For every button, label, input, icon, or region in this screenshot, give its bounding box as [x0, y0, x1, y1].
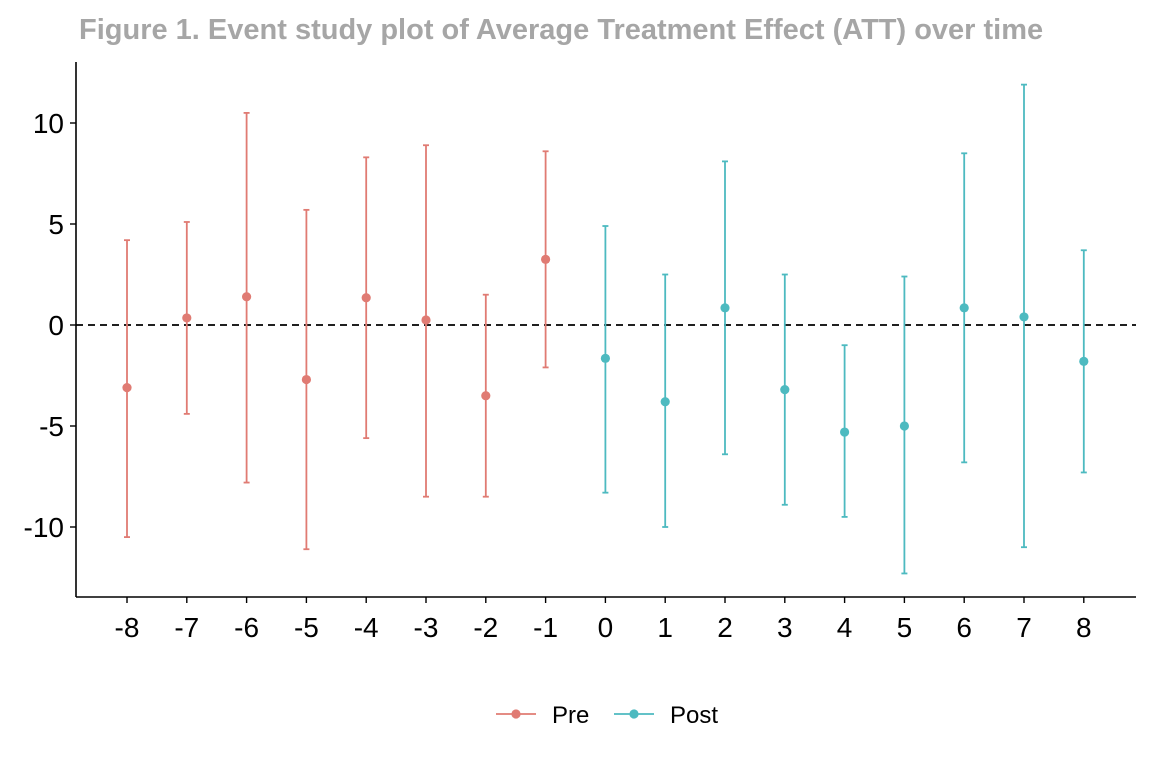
point-estimate [660, 397, 670, 407]
x-tick-label: 5 [897, 612, 913, 643]
point-estimate [421, 315, 431, 325]
errorbar-post-8 [1079, 249, 1089, 474]
x-tick-label: -8 [115, 612, 140, 643]
errorbar-pre--8 [122, 239, 132, 538]
chart-title: Figure 1. Event study plot of Average Tr… [79, 14, 1043, 46]
y-tick-label: 5 [48, 209, 64, 240]
point-estimate [481, 391, 491, 401]
errorbar-post-1 [660, 273, 670, 528]
point-estimate [780, 385, 790, 395]
x-tick-label: -6 [234, 612, 259, 643]
x-tick-label: -5 [294, 612, 319, 643]
point-estimate [600, 353, 611, 363]
errorbar-pre--1 [541, 150, 551, 369]
legend-label: Post [670, 702, 718, 729]
x-tick-label: -2 [473, 612, 498, 643]
errorbar-post-4 [840, 344, 850, 518]
legend-item-pre: Pre [496, 702, 589, 729]
x-tick-label: 7 [1016, 612, 1032, 643]
point-estimate [301, 374, 311, 385]
errorbar-pre--6 [242, 112, 252, 484]
y-tick-label: 10 [33, 108, 64, 139]
point-estimate [899, 421, 910, 431]
y-tick-label: -10 [24, 512, 64, 543]
point-estimate [122, 383, 132, 393]
x-tick-label: -1 [533, 612, 558, 643]
x-tick-label: 2 [717, 612, 733, 643]
legend-label: Pre [552, 702, 589, 729]
errorbar-pre--5 [301, 208, 311, 551]
point-estimate [541, 254, 551, 264]
errorbar-post-3 [780, 273, 790, 506]
point-estimate [242, 292, 252, 302]
y-tick-label: -5 [39, 411, 64, 442]
series-pre [122, 112, 551, 551]
errorbar-post-7 [1019, 83, 1029, 549]
x-tick-label: 8 [1076, 612, 1092, 643]
x-tick-label: 6 [956, 612, 972, 643]
errorbar-pre--2 [481, 293, 491, 498]
errorbar-pre--7 [182, 221, 192, 415]
legend-item-post: Post [614, 702, 718, 729]
x-tick-label: 1 [657, 612, 673, 643]
errorbar-post-0 [600, 225, 611, 494]
legend: Pre Post [496, 702, 718, 729]
errorbar-pre--3 [421, 144, 431, 498]
legend-marker [511, 709, 521, 719]
errorbar-pre--4 [361, 156, 371, 440]
x-tick-label: -4 [354, 612, 379, 643]
point-estimate [1079, 356, 1089, 366]
x-tick-label: 0 [598, 612, 614, 643]
x-tick-label: -3 [414, 612, 439, 643]
x-tick-label: 3 [777, 612, 793, 643]
point-estimate [361, 293, 371, 303]
errorbar-post-2 [720, 160, 730, 456]
point-estimate [1019, 312, 1029, 322]
x-tick-label: 4 [837, 612, 853, 643]
point-estimate [959, 303, 969, 313]
errorbar-post-5 [899, 275, 910, 575]
point-estimate [840, 427, 850, 437]
series-post [600, 83, 1089, 575]
point-estimate [182, 313, 192, 323]
x-tick-label: -7 [174, 612, 199, 643]
errorbar-post-6 [959, 152, 969, 464]
legend-marker [629, 709, 639, 719]
point-estimate [720, 303, 730, 313]
y-tick-label: 0 [48, 310, 64, 341]
